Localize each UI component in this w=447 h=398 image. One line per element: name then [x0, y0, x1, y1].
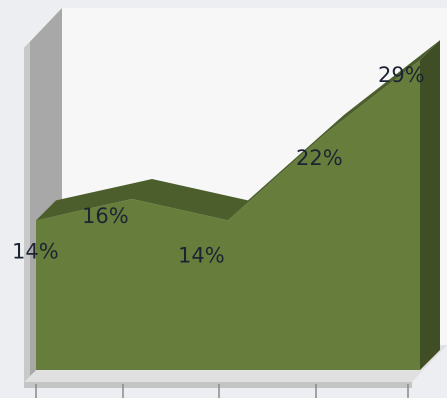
data-label-4: 29% — [378, 63, 425, 87]
series-area-top — [36, 40, 440, 221]
data-label-2: 14% — [178, 243, 225, 267]
series-area-front — [36, 60, 420, 370]
chart-side-wall-edge — [24, 42, 30, 382]
data-labels: 14% 16% 14% 22% 29% — [12, 63, 425, 267]
data-label-1: 16% — [82, 204, 129, 228]
data-label-0: 14% — [12, 239, 59, 263]
x-axis-ticks — [35, 384, 409, 398]
chart-floor-front — [24, 382, 412, 388]
series-area-side — [420, 40, 440, 370]
data-label-3: 22% — [296, 146, 343, 170]
